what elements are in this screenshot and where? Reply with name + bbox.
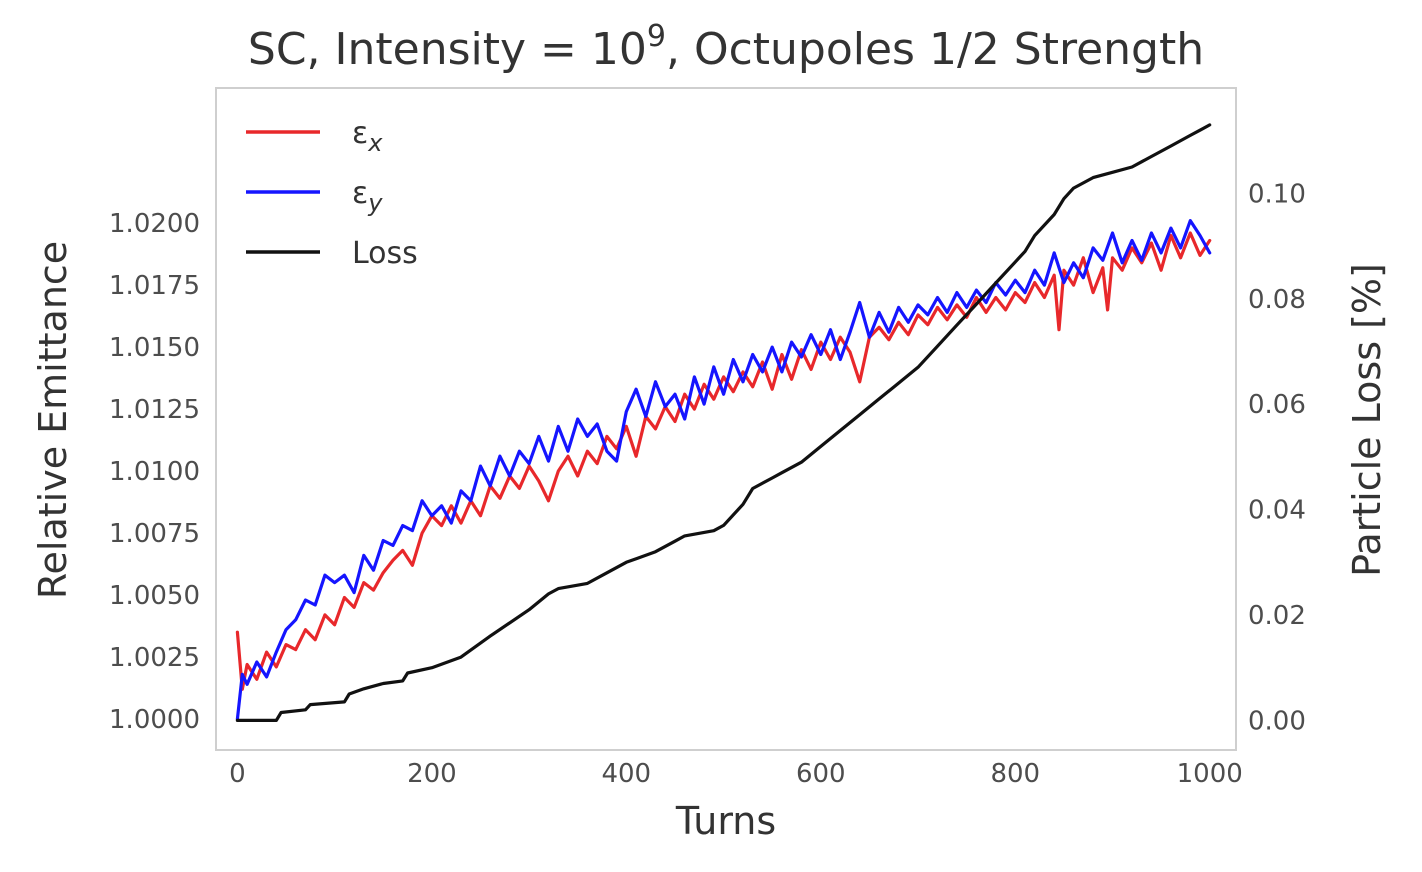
series-layer: [235, 123, 1212, 723]
x-tick-label: 600: [796, 759, 846, 789]
y2-axis-label: Particle Loss [%]: [1345, 263, 1389, 577]
chart-title-prefix: SC, Intensity = 10: [248, 24, 647, 75]
y-axis-label: Relative Emittance: [31, 241, 75, 599]
x-axis-ticks: 0 200 400 600 800 1000: [229, 759, 1243, 789]
chart-title: SC, Intensity = 109, Octupoles 1/2 Stren…: [248, 19, 1204, 75]
y2-tick-label: 0.04: [1248, 496, 1306, 526]
legend-entry-label: εy: [352, 176, 383, 217]
chart-title-superscript: 9: [647, 19, 666, 54]
legend-entry-label: εx: [352, 116, 383, 157]
x-tick-label: 400: [601, 759, 651, 789]
y2-tick-label: 0.08: [1248, 285, 1306, 315]
y-tick-label: 1.0200: [109, 209, 200, 239]
y-tick-label: 1.0075: [109, 519, 200, 549]
series-line-ex: [235, 231, 1212, 691]
y-tick-label: 1.0050: [109, 581, 200, 611]
chart-title-suffix: , Octupoles 1/2 Strength: [666, 24, 1204, 75]
x-tick-label: 200: [407, 759, 457, 789]
y-axis-ticks: 1.0000 1.0025 1.0050 1.0075 1.0100 1.0125 1.01…: [109, 209, 200, 735]
series-line-loss: [235, 123, 1212, 723]
x-tick-label: 1000: [1177, 759, 1243, 789]
x-tick-label: 800: [990, 759, 1040, 789]
y-tick-label: 1.0000: [109, 705, 200, 735]
y2-tick-label: 0.06: [1248, 390, 1306, 420]
legend-entry-label: Loss: [352, 236, 418, 271]
y2-tick-label: 0.00: [1248, 706, 1306, 736]
y2-tick-label: 0.10: [1248, 179, 1306, 209]
y-tick-label: 1.0100: [109, 457, 200, 487]
series-line-ey: [235, 219, 1212, 721]
y-tick-label: 1.0150: [109, 333, 200, 363]
legend: εx εy Loss: [246, 116, 418, 271]
y2-tick-label: 0.02: [1248, 601, 1306, 631]
x-tick-label: 0: [229, 759, 246, 789]
y-tick-label: 1.0175: [109, 271, 200, 301]
y-tick-label: 1.0125: [109, 395, 200, 425]
plot-frame: [215, 87, 1237, 751]
y-tick-label: 1.0025: [109, 643, 200, 673]
x-axis-label: Turns: [675, 799, 776, 843]
y2-axis-ticks: 0.00 0.02 0.04 0.06 0.08 0.10: [1248, 179, 1306, 736]
